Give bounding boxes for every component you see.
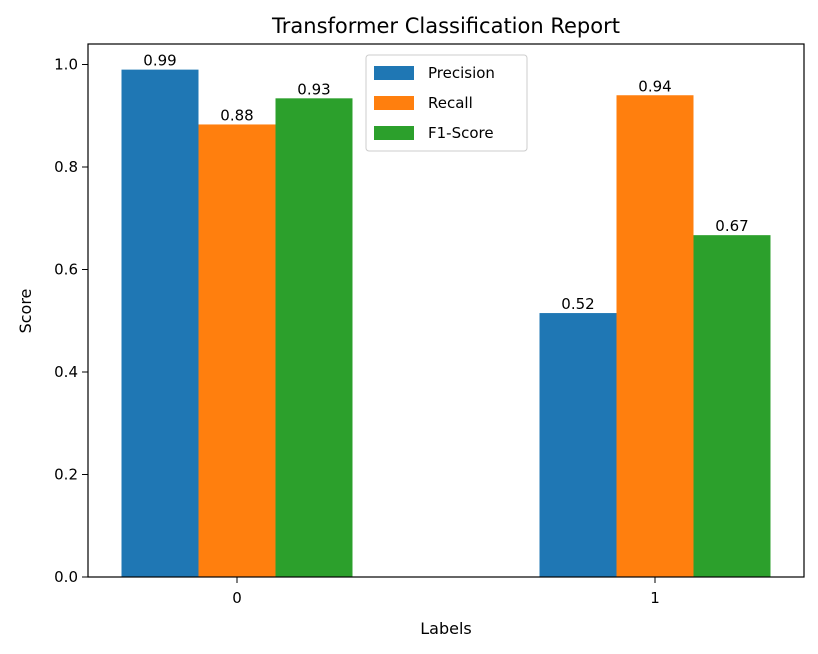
legend-label-recall: Recall	[428, 94, 473, 112]
x-tick-label-0: 0	[232, 589, 242, 607]
x-axis-label: Labels	[420, 619, 472, 638]
bar-f1-score-1	[693, 235, 771, 577]
data-labels-group: 0.99 0.52 0.88 0.94 0.93 0.67	[143, 52, 748, 313]
bar-recall-0	[198, 124, 276, 578]
y-axis: 0.0 0.2 0.4 0.6 0.8 1.0	[54, 56, 88, 586]
y-tick-label: 1.0	[54, 56, 78, 74]
y-tick-label: 0.4	[54, 363, 78, 381]
bar-precision-0	[121, 69, 199, 577]
legend-label-precision: Precision	[428, 64, 495, 82]
bar-recall-1	[616, 95, 694, 577]
y-tick-label: 0.2	[54, 466, 78, 484]
legend-swatch-recall	[374, 96, 414, 110]
legend-swatch-f1-score	[374, 126, 414, 140]
bar-f1-score-0	[275, 98, 353, 577]
y-axis-label: Score	[16, 289, 35, 334]
data-label-recall-1: 0.94	[638, 77, 671, 95]
y-tick-label: 0.6	[54, 261, 78, 279]
x-tick-label-1: 1	[650, 589, 660, 607]
bars-group	[121, 69, 771, 578]
chart-title: Transformer Classification Report	[271, 14, 620, 38]
bar-precision-1	[539, 313, 617, 577]
data-label-f1-score-0: 0.93	[297, 80, 330, 98]
plot-frame	[87, 43, 805, 578]
y-tick-label: 0.8	[54, 158, 78, 176]
legend-label-f1-score: F1-Score	[428, 124, 494, 142]
data-label-recall-0: 0.88	[220, 106, 253, 124]
data-label-precision-0: 0.99	[143, 52, 176, 70]
legend-swatch-precision	[374, 66, 414, 80]
y-tick-label: 0.0	[54, 568, 78, 586]
legend: Precision Recall F1-Score	[365, 54, 528, 152]
data-label-f1-score-1: 0.67	[715, 217, 748, 235]
data-label-precision-1: 0.52	[561, 295, 594, 313]
